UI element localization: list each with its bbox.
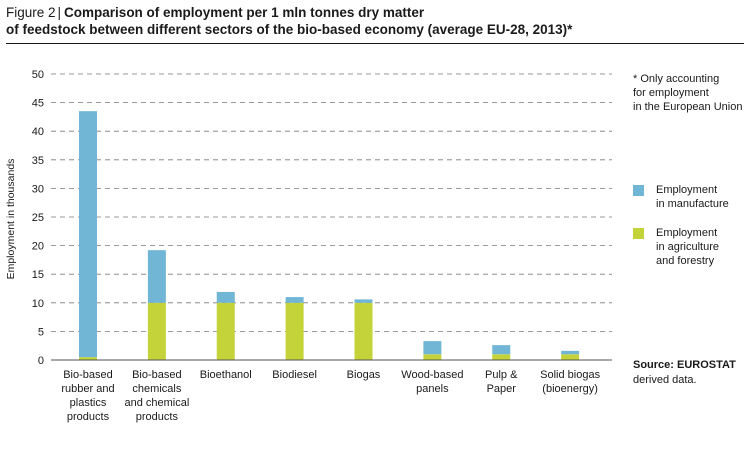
legend-item-manufacture: Employment in manufacture	[633, 183, 750, 211]
legend-swatch-agriculture	[633, 228, 644, 239]
y-tick-label: 5	[38, 326, 44, 338]
bar-agriculture	[147, 302, 166, 360]
bar-manufacture	[216, 291, 235, 303]
bar-manufacture	[561, 350, 580, 355]
bar-agriculture	[492, 354, 511, 360]
bar-agriculture	[561, 354, 580, 360]
source-detail: derived data.	[633, 374, 697, 386]
bar-manufacture	[492, 345, 511, 355]
x-tick-label-line: (bioenergy)	[542, 383, 598, 395]
x-tick-label-line: panels	[416, 383, 449, 395]
x-tick-label: Solid biogas (bioenergy)	[540, 369, 600, 395]
y-tick-label: 45	[32, 98, 44, 110]
legend-label-manufacture: Employment in manufacture	[656, 183, 750, 211]
figure-label: Figure 2	[6, 5, 56, 20]
x-tick-label-line: Bioethanol	[200, 369, 252, 381]
x-tick-label-line: Biogas	[347, 369, 381, 381]
footnote-line: in the European Union	[633, 101, 743, 113]
x-tick-label-line: Solid biogas	[540, 369, 600, 381]
title-text-1: Comparison of employment per 1 mln tonne…	[64, 5, 425, 20]
legend-line: Employment	[656, 227, 718, 239]
x-tick-label-line: products	[136, 411, 179, 423]
y-tick-label: 15	[32, 269, 44, 281]
y-tick-label: 40	[32, 126, 44, 138]
bar-agriculture	[216, 302, 235, 360]
y-tick-label: 25	[32, 212, 44, 224]
x-tick-label-line: Wood-based	[401, 369, 463, 381]
legend-line: in manufacture	[656, 198, 729, 210]
title-line-1: Figure 2 | Comparison of employment per 1 …	[6, 4, 744, 21]
y-tick-label: 20	[32, 241, 44, 253]
bar-manufacture	[147, 250, 166, 303]
x-tick-label-line: Pulp &	[485, 369, 518, 381]
bar-agriculture	[354, 302, 373, 360]
y-tick-label: 30	[32, 183, 44, 195]
bar-agriculture	[79, 357, 97, 360]
x-tick-label-line: Biodiesel	[272, 369, 317, 381]
x-tick-label: Biogas	[347, 369, 381, 381]
source-name: EUROSTAT	[677, 359, 736, 371]
x-tick-label-line: Bio-based	[132, 369, 182, 381]
x-tick-label: Biodiesel	[272, 369, 317, 381]
y-tick-label: 50	[32, 69, 44, 81]
title-separator: |	[57, 5, 62, 20]
footnote-line: * Only accounting	[633, 73, 720, 85]
legend-line: and forestry	[656, 255, 715, 267]
bar-manufacture	[354, 299, 373, 303]
footnote: * Only accounting for employment in the …	[633, 72, 742, 114]
y-tick-label: 35	[32, 155, 44, 167]
x-tick-label-line: Bio-based	[63, 369, 113, 381]
bar-agriculture	[285, 302, 304, 360]
bar-manufacture	[79, 111, 97, 358]
bar-agriculture	[423, 354, 442, 360]
x-tick-label-line: plastics	[70, 397, 107, 409]
legend-line: in agriculture	[656, 241, 719, 253]
title-text-2: of feedstock between different sectors o…	[6, 22, 573, 37]
footnote-line: for employment	[633, 87, 709, 99]
y-axis-title: Employment in thousands	[5, 159, 17, 280]
gridlines	[51, 73, 612, 332]
bar-manufacture	[285, 297, 304, 303]
legend-item-agriculture: Employment in agriculture and forestry	[633, 226, 750, 268]
x-tick-label-line: products	[67, 411, 110, 423]
legend-line: Employment	[656, 184, 718, 196]
title-divider	[6, 43, 744, 44]
x-tick-label: Pulp & Paper	[485, 369, 518, 395]
legend-swatch-manufacture	[633, 185, 644, 196]
legend-label-agriculture: Employment in agriculture and forestry	[656, 226, 750, 268]
bars	[79, 111, 580, 360]
x-tick-label: Wood-based panels	[401, 369, 463, 395]
source-label: Source:	[633, 359, 674, 371]
y-tick-label: 10	[32, 298, 44, 310]
x-tick-label: Bioethanol	[200, 369, 252, 381]
source-note: Source: EUROSTAT derived data.	[633, 358, 743, 388]
y-tick-label: 0	[38, 355, 44, 367]
x-tick-label-line: Paper	[487, 383, 517, 395]
x-tick-label-line: and chemical	[124, 397, 189, 409]
x-tick-label-line: rubber and	[61, 383, 114, 395]
bar-manufacture	[423, 341, 442, 355]
x-tick-label: Bio-based chemicals and chemical products	[124, 369, 189, 423]
axis-labels: 0 5 10 15 20 25 30 35 40 45 50 Employment in thousa…	[5, 69, 601, 423]
x-tick-label-line: chemicals	[132, 383, 181, 395]
x-tick-label: Bio-based rubber and plastics products	[61, 369, 114, 423]
chart-title: Figure 2 | Comparison of employment per 1 …	[6, 4, 744, 38]
